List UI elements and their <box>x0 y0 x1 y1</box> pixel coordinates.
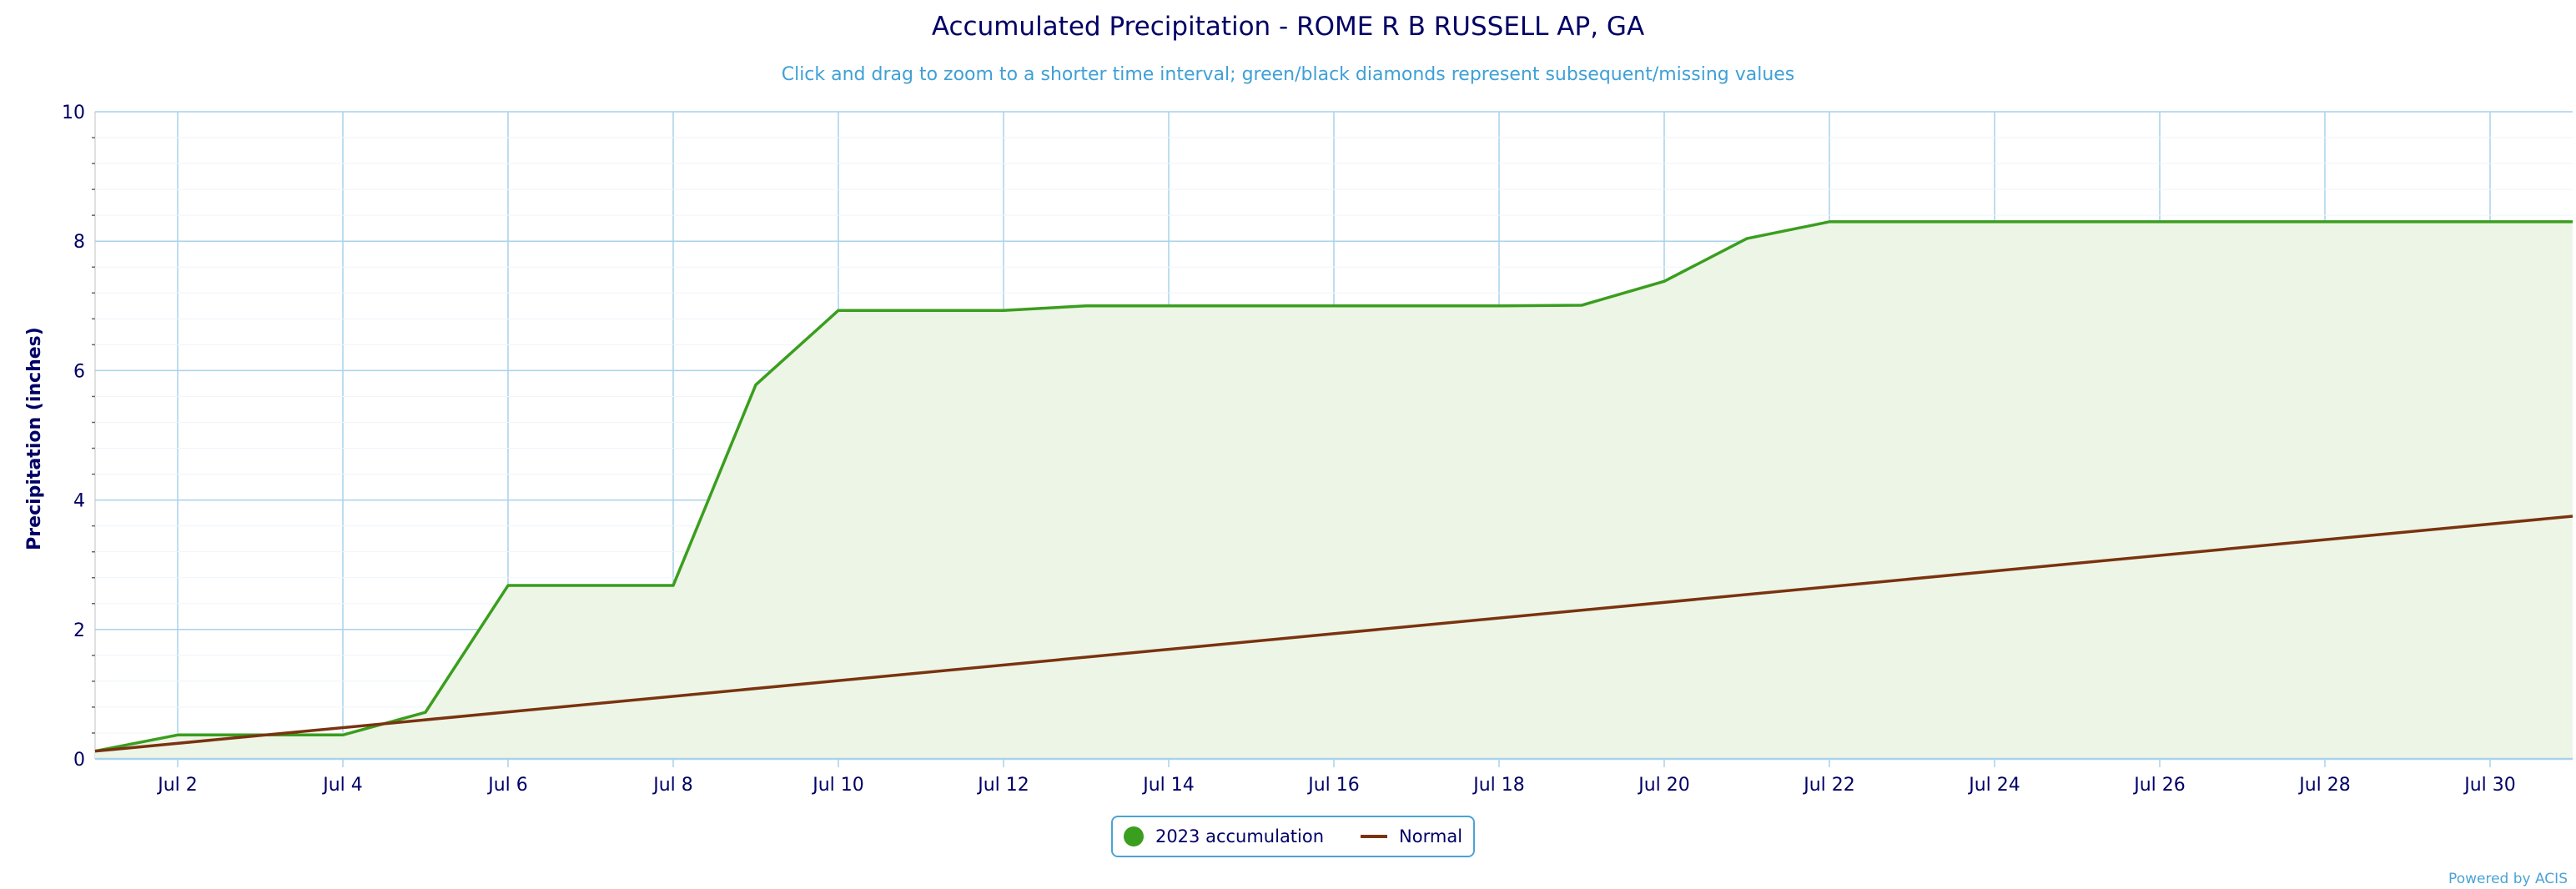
y-tick-label: 6 <box>73 361 85 382</box>
legend-observed-label: 2023 accumulation <box>1155 826 1325 846</box>
legend-normal-label: Normal <box>1399 826 1463 846</box>
y-tick-label: 10 <box>62 103 85 123</box>
observed-area <box>95 221 2573 759</box>
chart-subtitle: Click and drag to zoom to a shorter time… <box>782 64 1795 85</box>
credits-link[interactable]: Powered by ACIS <box>2448 871 2568 887</box>
x-tick-label: Jul 30 <box>2463 775 2516 796</box>
x-tick-label: Jul 20 <box>1637 775 1690 796</box>
x-tick-label: Jul 2 <box>156 775 198 796</box>
chart-title: Accumulated Precipitation - ROME R B RUS… <box>932 12 1644 42</box>
x-tick-label: Jul 14 <box>1141 775 1195 796</box>
x-tick-label: Jul 26 <box>2132 775 2186 796</box>
y-axis-label: Precipitation (inches) <box>24 327 45 550</box>
series-area-layer <box>95 221 2573 759</box>
legend-observed-marker-icon <box>1123 826 1144 846</box>
x-tick-label: Jul 18 <box>1472 775 1525 796</box>
x-tick-label: Jul 8 <box>652 775 693 796</box>
legend-item-observed[interactable]: 2023 accumulation <box>1123 826 1325 846</box>
y-tick-label: 8 <box>73 232 85 253</box>
y-tick-label: 2 <box>73 620 85 641</box>
x-tick-label: Jul 28 <box>2297 775 2351 796</box>
legend-item-normal[interactable]: Normal <box>1361 826 1462 846</box>
legend-normal-marker-icon <box>1361 835 1388 838</box>
y-tick-label: 4 <box>73 491 85 512</box>
legend: 2023 accumulation Normal <box>1111 816 1475 857</box>
x-tick-label: Jul 22 <box>1802 775 1855 796</box>
series-line-layer[interactable] <box>94 220 2573 753</box>
x-tick-label: Jul 10 <box>811 775 864 796</box>
x-tick-label: Jul 12 <box>976 775 1029 796</box>
y-axis: 0 2 4 6 8 10 <box>62 103 85 771</box>
y-tick-label: 0 <box>73 750 85 771</box>
x-tick-label: Jul 16 <box>1306 775 1360 796</box>
x-tick-label: Jul 6 <box>486 775 528 796</box>
series-line-normal[interactable] <box>94 515 2573 753</box>
x-tick-label: Jul 4 <box>321 775 363 796</box>
x-axis: Jul 2 Jul 4 Jul 6 Jul 8 Jul 10 Jul 12 Jul 14 Ju… <box>95 757 2573 796</box>
series-line-2023-accumulation[interactable] <box>94 220 2573 753</box>
x-tick-label: Jul 24 <box>1967 775 2020 796</box>
